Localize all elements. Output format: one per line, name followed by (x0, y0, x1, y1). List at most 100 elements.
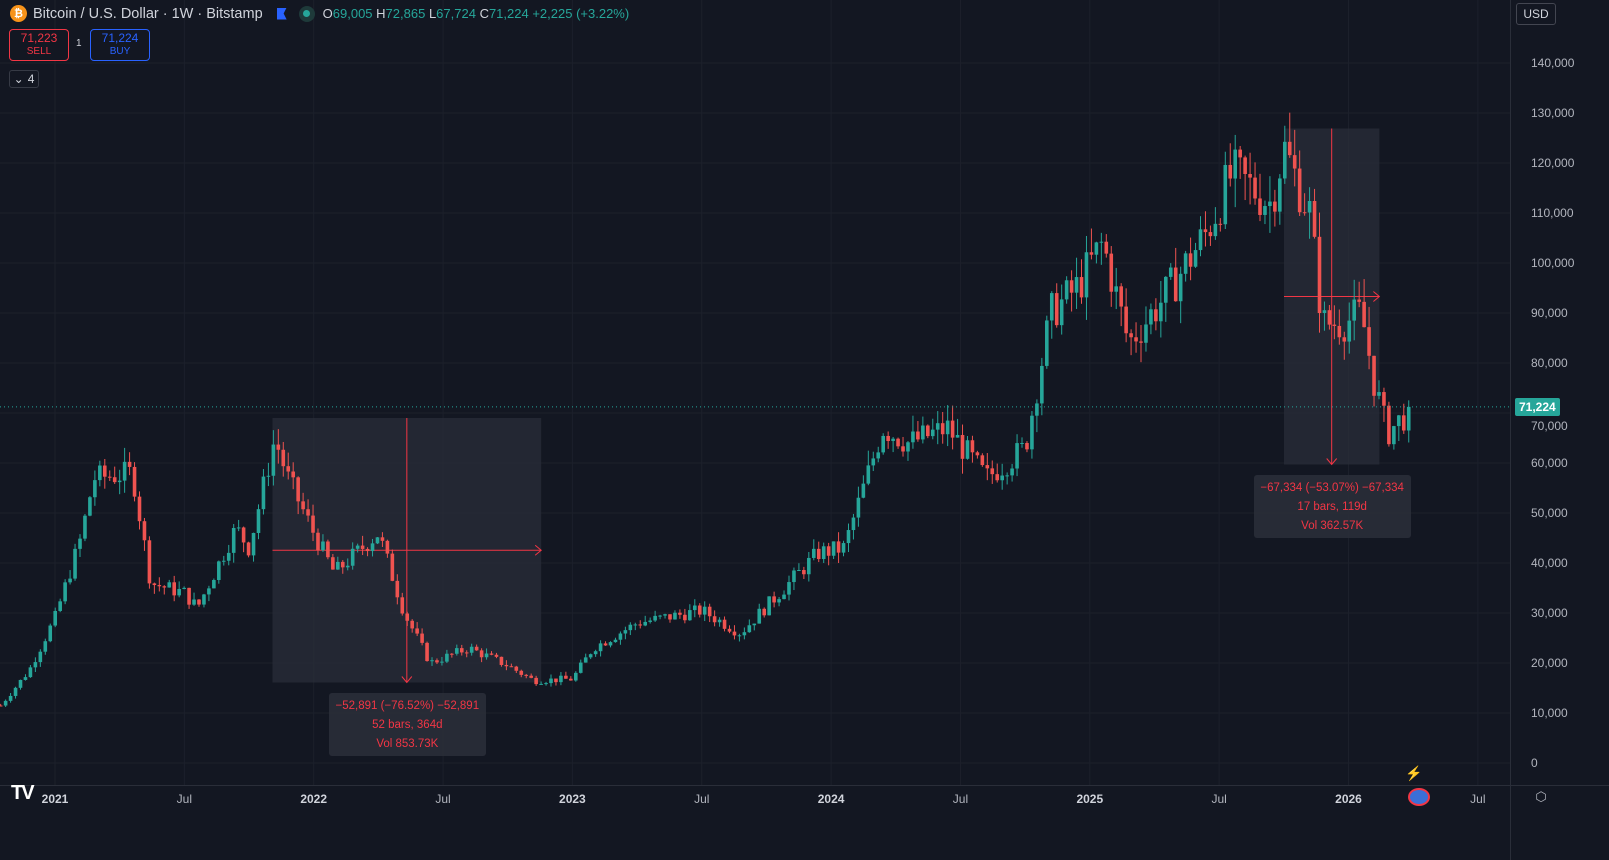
candle-body (772, 596, 776, 603)
candle-body (1253, 177, 1257, 199)
candle-body (583, 657, 588, 663)
candle-body (1387, 405, 1391, 445)
y-tick-label: 40,000 (1531, 556, 1568, 570)
candle-body (1223, 164, 1228, 225)
candle-body (668, 614, 672, 620)
x-tick-label: 2024 (817, 792, 845, 806)
candle-body (53, 610, 58, 626)
candle-body (321, 541, 325, 551)
last-price-label: 71,224 (1515, 398, 1560, 416)
candle-body (658, 615, 662, 617)
candle-body (598, 643, 603, 652)
candle-body (78, 538, 82, 549)
candle-body (360, 545, 365, 549)
candle-body (1035, 403, 1039, 416)
candle-body (1154, 309, 1158, 322)
candle-body (73, 548, 77, 579)
candle-body (1302, 212, 1307, 214)
candle-body (1213, 223, 1218, 237)
candle-body (455, 648, 459, 654)
candle-body (747, 625, 752, 633)
candle-body (1010, 468, 1014, 476)
y-tick-label: 60,000 (1531, 456, 1568, 470)
candle-body (950, 420, 955, 438)
candle-body (102, 465, 107, 477)
arrow-right-icon (1373, 291, 1381, 302)
candle-body (1243, 157, 1247, 175)
candle-body (831, 541, 836, 556)
candle-body (1248, 174, 1252, 178)
candle-body (1228, 164, 1233, 179)
candle-body (157, 585, 162, 587)
candle-body (484, 653, 489, 658)
candle-body (1278, 178, 1282, 212)
candle-body (167, 582, 172, 588)
candle-body (802, 570, 806, 575)
candle-body (633, 624, 638, 626)
candle-body (112, 477, 117, 483)
candle-body (1178, 273, 1183, 302)
candle-body (1208, 232, 1213, 237)
candle-body (930, 429, 935, 437)
flag-icon[interactable] (276, 7, 287, 20)
candle-body (985, 465, 990, 469)
candle-body (524, 674, 529, 676)
candle-body (792, 570, 796, 583)
x-tick-label: 2021 (41, 792, 69, 806)
candle-body (1163, 276, 1168, 303)
candle-body (1218, 223, 1223, 225)
buy-button[interactable]: 71,224 BUY (90, 29, 150, 61)
symbol-title[interactable]: Bitcoin / U.S. Dollar · 1W · Bitstamp (33, 5, 263, 22)
time-axis[interactable]: ⬡ 2021 Jul 2022 Jul 2023 Jul 2024 Jul 2025 Jul 202… (0, 785, 1609, 860)
currency-button[interactable]: USD (1516, 3, 1556, 25)
candle-body (345, 565, 350, 568)
candle-body (945, 420, 950, 435)
market-status-icon[interactable] (298, 5, 315, 22)
candle-body (340, 561, 345, 568)
candle-body (1362, 301, 1366, 328)
candle-body (68, 578, 72, 583)
measure-label-line: Vol 362.57K (1301, 519, 1364, 532)
arrow-down-icon (1326, 458, 1338, 466)
candle-body (127, 461, 132, 467)
candle-body (514, 666, 519, 671)
chevron-down-icon: ⌄ (13, 72, 24, 86)
candle-body (28, 667, 33, 678)
candle-body (350, 548, 355, 566)
settings-icon[interactable]: ⬡ (1535, 789, 1547, 804)
candle-body (960, 434, 965, 459)
candle-body (717, 619, 722, 623)
candle-body (380, 537, 385, 541)
price-axis[interactable]: 140,000 130,000 120,000 110,000 100,000 90,00… (1510, 0, 1609, 785)
candle-body (901, 446, 905, 452)
candle-body (1079, 277, 1084, 298)
indicators-collapse-button[interactable]: ⌄ 4 (9, 70, 39, 88)
candlestick-chart[interactable] (0, 0, 1510, 785)
candle-body (152, 583, 157, 586)
tradingview-logo[interactable]: TV (11, 782, 35, 804)
candle-body (1124, 306, 1128, 334)
measure-label: −67,334 (−53.07%) −67,334 17 bars, 119d Vo… (1253, 474, 1411, 538)
candle-body (861, 483, 866, 498)
x-tick-label: Jul (1211, 792, 1227, 806)
sell-button[interactable]: 71,223 SELL (9, 29, 69, 61)
candle-body (544, 683, 548, 685)
candle-body (1069, 280, 1074, 293)
candle-body (762, 608, 767, 616)
candle-body (231, 527, 236, 553)
candle-body (1233, 149, 1238, 179)
candle-body (1312, 200, 1317, 237)
candle-body (410, 620, 414, 629)
us-flag-events-icon[interactable] (1408, 788, 1430, 806)
candle-body (554, 678, 558, 683)
candle-body (1382, 392, 1386, 406)
candle-body (732, 631, 737, 636)
candle-body (1099, 241, 1104, 243)
measure-label-line: −67,334 (−53.07%) −67,334 (1260, 481, 1404, 494)
candle-body (688, 610, 692, 621)
ai-assistant-icon[interactable]: ⚡ (1405, 765, 1423, 781)
candle-body (38, 651, 43, 663)
candle-body (93, 480, 97, 498)
measure-label: −52,891 (−76.52%) −52,891 52 bars, 364d Vo… (328, 692, 486, 756)
candle-body (1015, 443, 1019, 469)
